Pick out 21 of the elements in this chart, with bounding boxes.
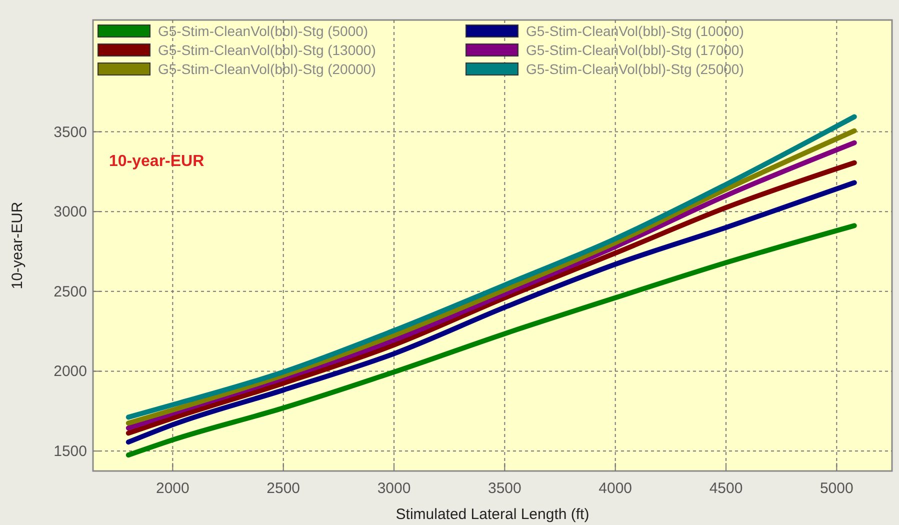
- legend-label: G5-Stim-CleanVol(bbl)-Stg (20000): [158, 61, 376, 77]
- legend-label: G5-Stim-CleanVol(bbl)-Stg (5000): [158, 23, 368, 39]
- y-tick-label: 3500: [54, 124, 87, 141]
- y-axis-title: 10-year-EUR: [9, 202, 26, 290]
- legend-label: G5-Stim-CleanVol(bbl)-Stg (17000): [526, 42, 744, 58]
- x-axis-title: Stimulated Lateral Length (ft): [396, 506, 590, 523]
- legend-label: G5-Stim-CleanVol(bbl)-Stg (25000): [526, 61, 744, 77]
- x-tick-label: 4500: [709, 480, 743, 497]
- x-tick-label: 2000: [156, 480, 190, 497]
- y-tick-label: 3000: [54, 204, 87, 221]
- x-tick-label: 4000: [598, 480, 632, 497]
- y-tick-label: 2000: [54, 363, 87, 380]
- x-tick-label: 2500: [266, 480, 300, 497]
- annotation: 10-year-EUR: [109, 153, 205, 170]
- x-tick-label: 3000: [377, 480, 411, 497]
- y-tick-label: 2500: [54, 283, 87, 300]
- x-tick-label: 5000: [820, 480, 854, 497]
- legend-label: G5-Stim-CleanVol(bbl)-Stg (13000): [158, 42, 376, 58]
- y-tick-label: 1500: [54, 443, 87, 460]
- legend-label: G5-Stim-CleanVol(bbl)-Stg (10000): [526, 23, 744, 39]
- x-tick-label: 3500: [488, 480, 522, 497]
